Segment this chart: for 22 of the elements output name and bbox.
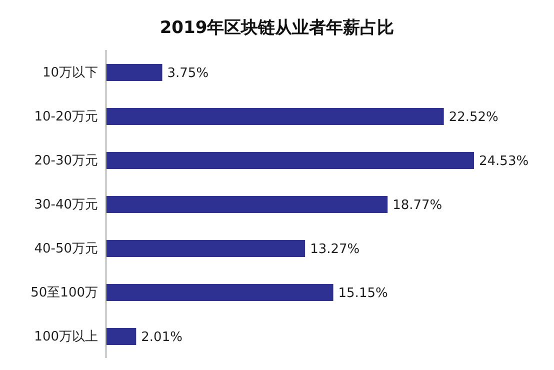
y-tick-label: 50至100万 bbox=[30, 286, 98, 301]
data-label: 15.15% bbox=[338, 286, 388, 302]
data-label: 24.53% bbox=[479, 154, 529, 170]
chart-title: 2019年区块链从业者年薪占比 bbox=[158, 17, 396, 40]
y-tick-label: 20-30万元 bbox=[34, 154, 98, 169]
bar bbox=[106, 108, 444, 125]
bar bbox=[106, 328, 136, 345]
y-tick-label: 40-50万元 bbox=[34, 242, 98, 257]
y-tick-label: 100万以上 bbox=[34, 330, 98, 345]
bar bbox=[106, 196, 388, 213]
bar bbox=[106, 284, 334, 301]
data-label: 2.01% bbox=[141, 330, 182, 346]
data-label: 22.52% bbox=[448, 110, 498, 126]
data-label: 13.27% bbox=[310, 242, 360, 258]
y-tick-label: 30-40万元 bbox=[34, 198, 98, 213]
data-label: 3.75% bbox=[167, 66, 209, 82]
bar bbox=[106, 64, 162, 81]
bar bbox=[106, 152, 474, 169]
y-tick-label: 10万以下 bbox=[42, 66, 98, 81]
y-tick-label: 10-20万元 bbox=[34, 110, 98, 125]
data-label: 18.77% bbox=[392, 198, 442, 214]
bar bbox=[106, 240, 306, 257]
